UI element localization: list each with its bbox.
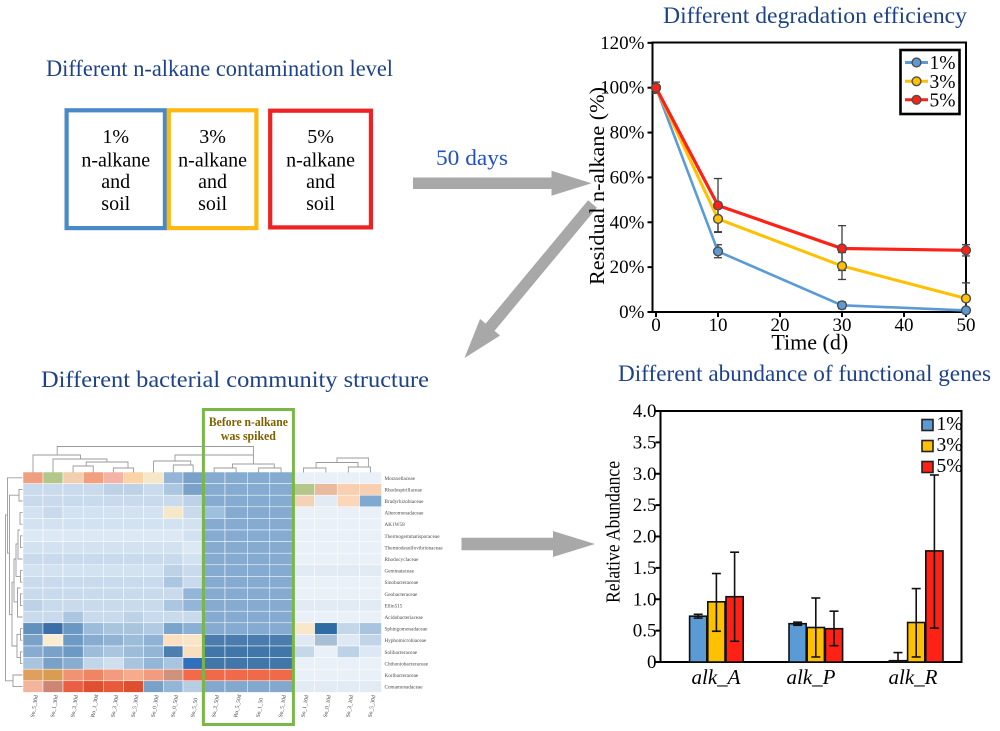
svg-text:20: 20 (771, 315, 790, 336)
svg-text:100%: 100% (600, 78, 645, 99)
svg-text:1%: 1% (937, 414, 963, 435)
svg-text:So_3_10d: So_3_10d (345, 695, 355, 718)
svg-text:120%: 120% (600, 33, 645, 54)
svg-text:3%: 3% (930, 72, 956, 93)
svg-text:So_5_30d: So_5_30d (368, 695, 378, 718)
svg-text:So_5_30d: So_5_30d (131, 695, 141, 718)
svg-text:soil: soil (306, 193, 335, 215)
svg-text:alk_P: alk_P (787, 665, 836, 689)
svg-text:So_1_50: So_1_50 (256, 697, 265, 718)
svg-text:Solibacteraceae: Solibacteraceae (385, 650, 418, 656)
svg-text:Acidobacteriaceae: Acidobacteriaceae (385, 615, 424, 621)
svg-text:and: and (198, 171, 227, 193)
svg-text:30: 30 (833, 315, 852, 336)
svg-text:1.0: 1.0 (633, 589, 657, 610)
svg-text:Bradyrhizobiaceae: Bradyrhizobiaceae (385, 499, 425, 505)
svg-text:Rhodospirillaceae: Rhodospirillaceae (385, 487, 423, 493)
svg-text:2.0: 2.0 (633, 527, 657, 548)
svg-text:was spiked: was spiked (221, 429, 276, 443)
svg-text:0.5: 0.5 (633, 621, 657, 642)
svg-text:Time (d): Time (d) (771, 330, 848, 355)
svg-text:Comamonadaceae: Comamonadaceae (385, 685, 424, 691)
svg-text:1%: 1% (930, 53, 956, 74)
svg-text:So_3_30d: So_3_30d (110, 695, 120, 718)
svg-text:n-alkane: n-alkane (81, 150, 150, 172)
svg-text:Geobacteraceae: Geobacteraceae (385, 592, 419, 598)
svg-text:5%: 5% (937, 456, 963, 477)
svg-text:and: and (101, 171, 130, 193)
svg-text:Ro_5_50d: Ro_5_50d (233, 694, 243, 718)
svg-text:1.5: 1.5 (633, 558, 657, 579)
svg-text:Ro_1_30d: Ro_1_30d (90, 694, 100, 718)
svg-text:Alteromonadaceae: Alteromonadaceae (385, 511, 425, 517)
svg-text:20%: 20% (610, 257, 645, 278)
svg-text:50: 50 (957, 315, 976, 336)
svg-text:and: and (306, 171, 335, 193)
svg-text:Moraxellaceae: Moraxellaceae (385, 476, 416, 482)
svg-text:So_0_30d: So_0_30d (151, 695, 161, 718)
svg-text:Thermogemmatisporaceae: Thermogemmatisporaceae (385, 534, 441, 540)
svg-text:n-alkane: n-alkane (286, 150, 355, 172)
svg-text:4.0: 4.0 (633, 401, 657, 422)
svg-text:Different n-alkane contaminati: Different n-alkane contamination level (46, 56, 393, 81)
svg-text:60%: 60% (610, 167, 645, 188)
svg-text:Rhodocyclaceae: Rhodocyclaceae (385, 557, 420, 563)
svg-text:Thermodesulfovibrionaceae: Thermodesulfovibrionaceae (385, 544, 444, 551)
svg-text:Ellin515: Ellin515 (385, 603, 403, 609)
svg-text:Residual n-alkane (%): Residual n-alkane (%) (585, 87, 609, 285)
svg-text:soil: soil (101, 193, 130, 215)
svg-text:Sphingomonadaceae: Sphingomonadaceae (385, 627, 429, 633)
svg-text:Different degradation efficien: Different degradation efficiency (663, 3, 968, 28)
svg-text:alk_R: alk_R (889, 665, 938, 689)
svg-text:3%: 3% (937, 435, 963, 456)
svg-text:10: 10 (709, 315, 728, 336)
svg-text:So_5_10d: So_5_10d (278, 695, 288, 718)
svg-text:Relative Abundance: Relative Abundance (604, 461, 625, 603)
svg-text:n-alkane: n-alkane (178, 150, 247, 172)
svg-text:0%: 0% (619, 302, 645, 323)
svg-text:Chthoniobacteraceae: Chthoniobacteraceae (385, 661, 429, 667)
svg-text:So_0_50d: So_0_50d (170, 695, 180, 718)
svg-text:40: 40 (895, 315, 914, 336)
svg-text:3%: 3% (199, 126, 226, 148)
svg-text:So_5_50: So_5_50 (190, 697, 199, 718)
svg-text:2.5: 2.5 (633, 495, 657, 516)
svg-text:50 days: 50 days (436, 145, 508, 170)
svg-text:1%: 1% (102, 126, 129, 148)
svg-text:0: 0 (647, 652, 657, 673)
svg-text:40%: 40% (610, 212, 645, 233)
svg-text:3.0: 3.0 (633, 464, 657, 485)
svg-text:Different abundance of functio: Different abundance of functional genes (618, 361, 991, 386)
svg-text:Different bacterial community: Different bacterial community structure (41, 367, 429, 392)
svg-text:Before n-alkane: Before n-alkane (209, 415, 288, 429)
svg-text:So_0_10d: So_0_10d (323, 695, 333, 718)
svg-text:Gemmataceae: Gemmataceae (385, 569, 415, 575)
svg-text:So_1_10d: So_1_10d (301, 695, 311, 718)
svg-text:0: 0 (651, 315, 661, 336)
svg-text:80%: 80% (610, 123, 645, 144)
svg-text:5%: 5% (930, 90, 956, 111)
svg-text:soil: soil (198, 193, 227, 215)
svg-text:Koribacteraceae: Koribacteraceae (385, 673, 419, 679)
svg-text:So_1_30d: So_1_30d (50, 695, 60, 718)
svg-text:So_5_30d: So_5_30d (30, 695, 40, 718)
svg-text:AK1W58: AK1W58 (385, 522, 406, 528)
svg-text:Sinobacteraceae: Sinobacteraceae (385, 580, 419, 586)
svg-text:3.5: 3.5 (633, 432, 657, 453)
svg-text:alk_A: alk_A (692, 665, 741, 689)
svg-text:Hyphomicrobiaceae: Hyphomicrobiaceae (385, 638, 427, 644)
svg-text:So_3_50d: So_3_50d (211, 695, 221, 718)
svg-text:So_3_30d: So_3_30d (70, 695, 80, 718)
svg-text:5%: 5% (307, 126, 334, 148)
